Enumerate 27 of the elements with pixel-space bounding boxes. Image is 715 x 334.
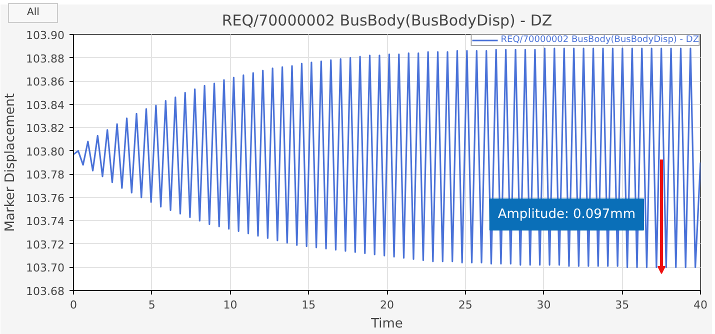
x-tick-label: 15 [302,298,316,312]
y-tick-label: 103.86 [26,76,65,89]
y-tick-label: 103.74 [26,215,65,228]
y-tick-label: 103.88 [26,52,65,66]
button-all: All [8,3,58,24]
y-tick-label: 103.78 [26,168,65,182]
y-tick-label: 103.90 [26,29,65,42]
chart-title: REQ/70000002 BusBody(BusBodyDisp) - DZ [222,12,552,30]
x-tick-label: 10 [223,298,238,312]
x-tick-label: 25 [458,298,472,312]
y-tick-label: 103.70 [26,262,65,275]
y-tick-label: 103.84 [26,98,65,112]
y-tick-label: 103.82 [26,122,65,136]
x-tick-label: 5 [148,298,156,312]
y-tick-label: 103.80 [26,145,65,158]
x-tick-label: 40 [694,298,708,312]
x-tick-label: 30 [536,298,551,312]
x-tick-label: 0 [70,298,77,312]
x-tick-label: 20 [380,298,394,312]
y-axis-title: Marker Displacement [3,93,18,232]
x-tick-label: 35 [615,298,630,312]
legend-label: REQ/70000002 BusBody(BusBodyDisp) - DZ [500,35,699,45]
y-tick-label: 103.68 [26,285,65,298]
annotation: Amplitude: 0.097mm [498,207,636,222]
x-axis-title: Time [370,316,403,332]
y-tick-label: 103.72 [26,238,65,252]
y-tick-label: 103.76 [26,192,65,205]
